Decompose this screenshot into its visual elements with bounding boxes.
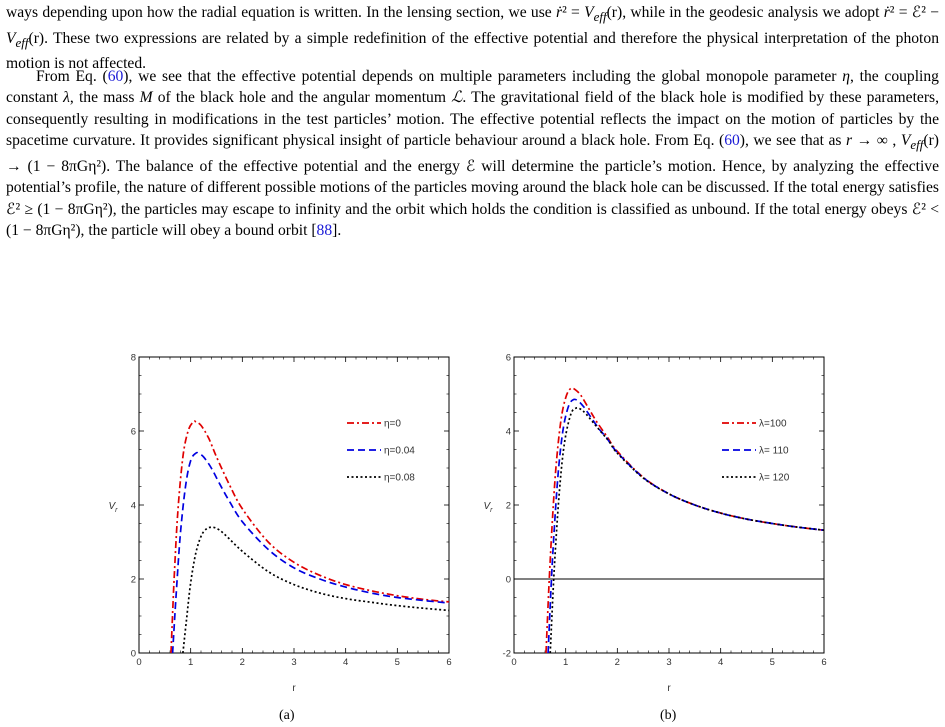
y-tick-label: 0 xyxy=(131,649,136,660)
y-tick-label: 2 xyxy=(506,501,511,512)
y-axis-label: Vr xyxy=(108,501,118,514)
series-group xyxy=(545,387,824,653)
x-tick-label: 6 xyxy=(821,657,826,668)
series-line-1 xyxy=(545,387,824,653)
legend-label: η=0.04 xyxy=(384,446,415,457)
plot-a-caption: (a) xyxy=(279,708,295,723)
series-line-3 xyxy=(182,526,449,653)
equation-link[interactable]: 60 xyxy=(107,68,124,85)
x-tick-label: 5 xyxy=(395,657,400,668)
paragraph-1: ways depending upon how the radial equat… xyxy=(6,4,939,73)
y-tick-label: 6 xyxy=(506,353,511,364)
plot-frame xyxy=(513,356,825,654)
x-tick-label: 4 xyxy=(718,657,723,668)
series-group xyxy=(170,420,449,653)
series-line-2 xyxy=(171,451,449,653)
y-tick-label: 2 xyxy=(131,575,136,586)
x-axis-label: r xyxy=(292,683,296,694)
x-tick-label: 2 xyxy=(240,657,245,668)
y-tick-label: 0 xyxy=(506,575,511,586)
legend-label: λ=100 xyxy=(759,419,787,430)
x-tick-label: 0 xyxy=(136,657,141,668)
series-line-2 xyxy=(547,398,824,653)
legend-label: η=0 xyxy=(384,419,401,430)
x-tick-label: 3 xyxy=(666,657,671,668)
y-axis-label-sub: r xyxy=(490,507,493,514)
series-line-1 xyxy=(170,420,449,653)
x-tick-label: 5 xyxy=(770,657,775,668)
plot-a: 0 1 2 3 4 5 6 0 2 4 6 8 r Vr η=0 η=0.04 η=0.08 xyxy=(108,353,470,695)
x-tick-label: 6 xyxy=(446,657,451,668)
x-tick-label: 3 xyxy=(291,657,296,668)
legend-label: λ= 110 xyxy=(759,446,789,457)
y-tick-label: 4 xyxy=(131,501,136,512)
x-tick-label: 2 xyxy=(615,657,620,668)
paragraph-2: From Eq. (60), we see that the effective… xyxy=(6,68,939,239)
y-tick-label: 4 xyxy=(506,427,511,438)
y-tick-label: 8 xyxy=(131,353,136,364)
x-tick-label: 1 xyxy=(563,657,568,668)
citation-link[interactable]: 88 xyxy=(316,221,333,239)
plot-frame xyxy=(138,356,450,654)
equation-link[interactable]: 60 xyxy=(724,132,740,150)
x-tick-label: 0 xyxy=(511,657,516,668)
y-tick-label: 6 xyxy=(131,427,136,438)
legend-label: λ= 120 xyxy=(759,473,790,484)
series-line-3 xyxy=(549,406,824,653)
x-tick-label: 4 xyxy=(343,657,348,668)
x-axis-label: r xyxy=(667,683,671,694)
y-axis-label: Vr xyxy=(483,501,493,514)
plot-b: 0 1 2 3 4 5 6 -2 0 2 4 6 r Vr λ=100 λ= 110 λ= 120 xyxy=(483,353,845,695)
legend-label: η=0.08 xyxy=(384,473,415,484)
y-tick-label: -2 xyxy=(503,649,511,660)
x-tick-label: 1 xyxy=(188,657,193,668)
y-axis-label-sub: r xyxy=(115,507,118,514)
plot-b-caption: (b) xyxy=(660,708,677,723)
